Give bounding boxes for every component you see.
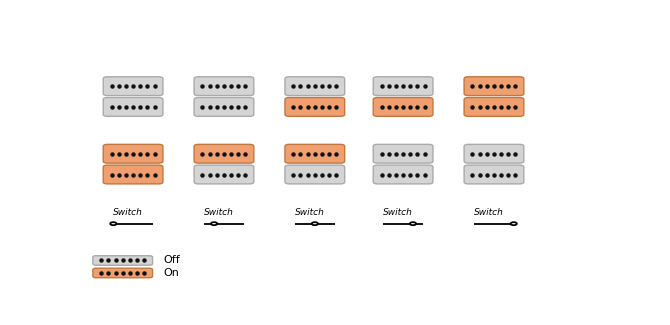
FancyBboxPatch shape [93,256,153,265]
FancyBboxPatch shape [373,144,433,163]
Text: Switch: Switch [295,208,325,217]
FancyBboxPatch shape [285,144,344,163]
FancyBboxPatch shape [464,98,524,116]
FancyBboxPatch shape [373,98,433,116]
FancyBboxPatch shape [373,77,433,96]
Text: Switch: Switch [204,208,234,217]
Text: Off: Off [163,255,180,266]
FancyBboxPatch shape [194,144,254,163]
Text: Switch: Switch [474,208,504,217]
Circle shape [410,222,416,225]
Circle shape [111,222,117,225]
Text: Switch: Switch [383,208,413,217]
FancyBboxPatch shape [373,165,433,184]
Text: Switch: Switch [113,208,143,217]
FancyBboxPatch shape [103,98,163,116]
FancyBboxPatch shape [194,98,254,116]
FancyBboxPatch shape [285,165,344,184]
FancyBboxPatch shape [103,165,163,184]
FancyBboxPatch shape [103,144,163,163]
FancyBboxPatch shape [93,268,153,278]
FancyBboxPatch shape [464,165,524,184]
FancyBboxPatch shape [285,98,344,116]
Circle shape [312,222,318,225]
Circle shape [511,222,517,225]
Circle shape [211,222,217,225]
FancyBboxPatch shape [103,77,163,96]
FancyBboxPatch shape [464,77,524,96]
FancyBboxPatch shape [194,165,254,184]
FancyBboxPatch shape [464,144,524,163]
Text: On: On [163,268,179,278]
FancyBboxPatch shape [194,77,254,96]
FancyBboxPatch shape [285,77,344,96]
